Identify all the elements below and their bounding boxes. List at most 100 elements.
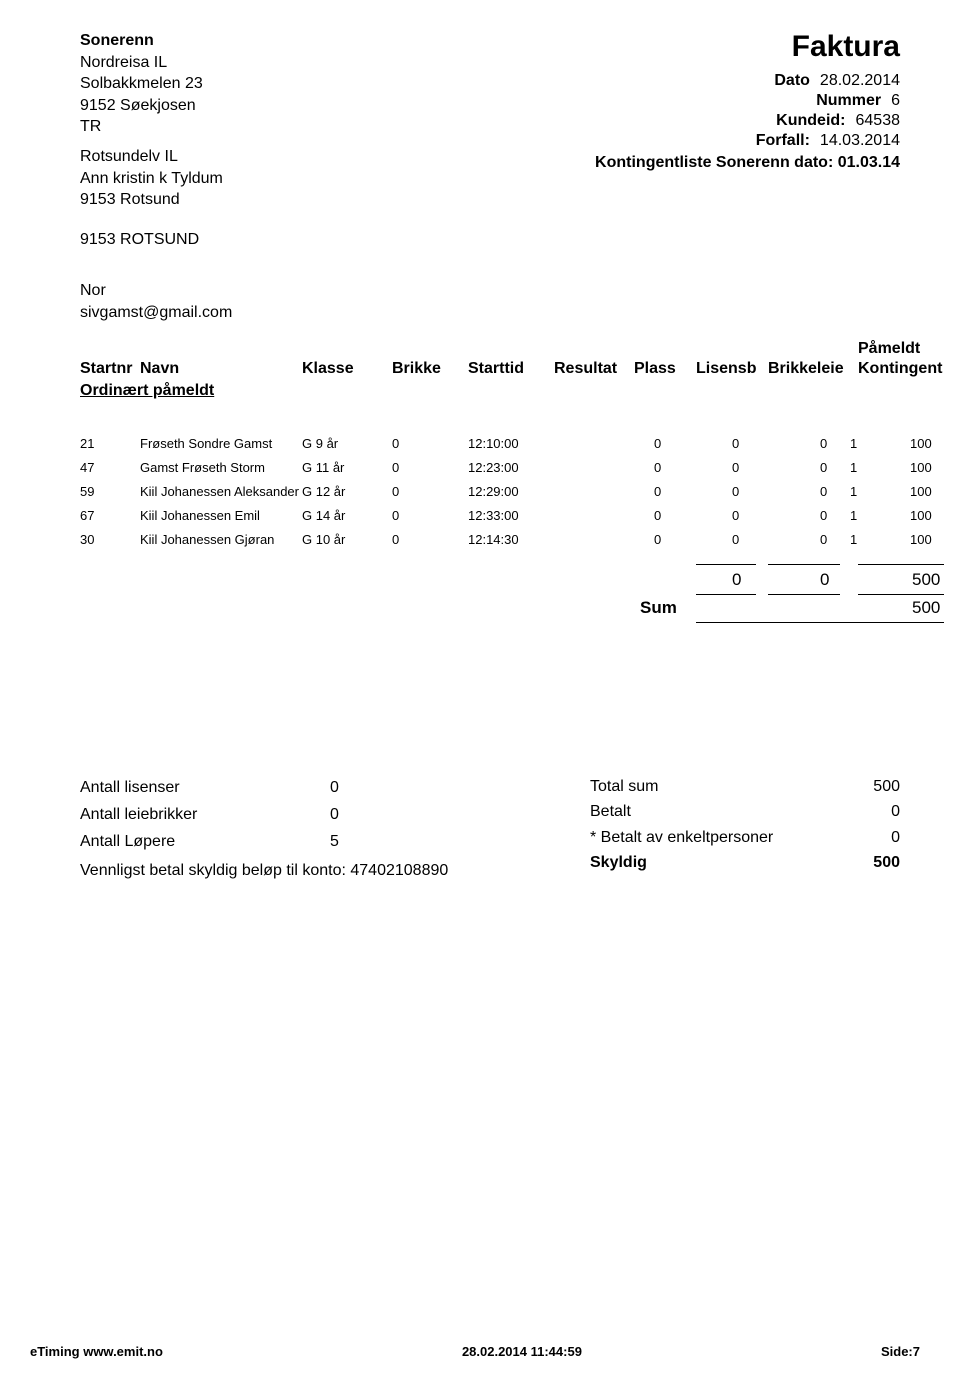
cell-a: 1 xyxy=(850,508,857,523)
nummer-value: 6 xyxy=(891,92,900,110)
recipient-line3: 9153 Rotsund xyxy=(80,189,223,211)
header-startnr: Startnr xyxy=(80,360,132,378)
cell-kontingent: 100 xyxy=(910,460,932,475)
cell-plass: 0 xyxy=(654,508,661,523)
konto-number: 47402108890 xyxy=(350,862,448,879)
enkeltpersoner-label: * Betalt av enkeltpersoner xyxy=(590,825,773,851)
antall-lisenser-value: 0 xyxy=(330,774,339,801)
country: Nor xyxy=(80,280,900,302)
header-klasse: Klasse xyxy=(302,360,354,378)
cell-starttid: 12:33:00 xyxy=(468,508,519,523)
table-row: 47Gamst Frøseth StormG 11 år012:23:00000… xyxy=(80,460,900,484)
header-pameldt: Påmeldt xyxy=(858,340,920,358)
header-brikkeleie: Brikkeleie xyxy=(768,360,844,378)
skyldig-label: Skyldig xyxy=(590,850,647,876)
kundeid-label: Kundeid: xyxy=(776,112,845,130)
sender-club: Nordreisa IL xyxy=(80,52,223,74)
forfall-label: Forfall: xyxy=(756,132,810,150)
cell-lisensb: 0 xyxy=(732,532,739,547)
antall-lopere-value: 5 xyxy=(330,828,339,855)
document-title: Faktura xyxy=(580,30,900,64)
antall-lisenser-label: Antall lisenser xyxy=(80,774,330,801)
cell-nr: 67 xyxy=(80,508,94,523)
cell-navn: Kiil Johanessen Aleksander xyxy=(140,484,299,499)
cell-klasse: G 9 år xyxy=(302,436,338,451)
cell-navn: Gamst Frøseth Storm xyxy=(140,460,265,475)
total-col-a: 0 xyxy=(732,570,741,590)
cell-kontingent: 100 xyxy=(910,484,932,499)
dato-value: 28.02.2014 xyxy=(820,72,900,90)
header-resultat: Resultat xyxy=(554,360,617,378)
antall-lopere-label: Antall Løpere xyxy=(80,828,330,855)
total-col-c: 500 xyxy=(912,570,940,590)
header-kontingent: Kontingent xyxy=(858,360,942,378)
cell-starttid: 12:23:00 xyxy=(468,460,519,475)
email: sivgamst@gmail.com xyxy=(80,302,900,324)
cell-nr: 30 xyxy=(80,532,94,547)
cell-navn: Kiil Johanessen Gjøran xyxy=(140,532,274,547)
skyldig-value: 500 xyxy=(873,850,900,876)
cell-a: 1 xyxy=(850,484,857,499)
cell-plass: 0 xyxy=(654,532,661,547)
cell-lisensb: 0 xyxy=(732,460,739,475)
sum-value: 500 xyxy=(912,598,940,618)
cell-brikkeleie: 0 xyxy=(820,484,827,499)
cell-brikkeleie: 0 xyxy=(820,532,827,547)
betalt-value: 0 xyxy=(891,799,900,825)
sum-label: Sum xyxy=(640,598,677,618)
table-row: 21Frøseth Sondre GamstG 9 år012:10:00000… xyxy=(80,436,900,460)
enkeltpersoner-value: 0 xyxy=(891,825,900,851)
payment-prefix: Vennligst betal skyldig beløp til konto: xyxy=(80,862,350,879)
sender-org: Sonerenn xyxy=(80,30,223,52)
antall-leiebrikker-label: Antall leiebrikker xyxy=(80,801,330,828)
cell-kontingent: 100 xyxy=(910,508,932,523)
dato-label: Dato xyxy=(774,72,810,90)
sender-addr1: Solbakkmelen 23 xyxy=(80,73,223,95)
cell-a: 1 xyxy=(850,436,857,451)
sender-addr2: 9152 Søekjosen xyxy=(80,95,223,117)
cell-lisensb: 0 xyxy=(732,484,739,499)
cell-starttid: 12:14:30 xyxy=(468,532,519,547)
header-lisensb: Lisensb xyxy=(696,360,756,378)
cell-a: 1 xyxy=(850,460,857,475)
total-sum-value: 500 xyxy=(873,774,900,800)
nummer-label: Nummer xyxy=(816,92,881,110)
cell-plass: 0 xyxy=(654,436,661,451)
header-navn: Navn xyxy=(140,360,179,378)
kundeid-value: 64538 xyxy=(856,112,901,130)
totals-block: 0 0 500 Sum 500 xyxy=(80,564,900,624)
cell-klasse: G 14 år xyxy=(302,508,345,523)
cell-lisensb: 0 xyxy=(732,508,739,523)
cell-brikke: 0 xyxy=(392,508,399,523)
data-rows: 21Frøseth Sondre GamstG 9 år012:10:00000… xyxy=(80,436,900,556)
cell-klasse: G 11 år xyxy=(302,460,344,475)
total-col-b: 0 xyxy=(820,570,829,590)
cell-starttid: 12:29:00 xyxy=(468,484,519,499)
cell-brikkeleie: 0 xyxy=(820,460,827,475)
cell-brikkeleie: 0 xyxy=(820,508,827,523)
cell-nr: 59 xyxy=(80,484,94,499)
table-row: 67Kiil Johanessen EmilG 14 år012:33:0000… xyxy=(80,508,900,532)
cell-navn: Frøseth Sondre Gamst xyxy=(140,436,272,451)
cell-brikke: 0 xyxy=(392,460,399,475)
footer-left: eTiming www.emit.no xyxy=(30,1344,163,1359)
table-row: 30 Kiil Johanessen Gjøran G 10 år 0 12:14:30… xyxy=(80,532,900,556)
footer-right: Side:7 xyxy=(881,1344,920,1359)
cell-klasse: G 10 år xyxy=(302,532,345,547)
payment-instruction: Vennligst betal skyldig beløp til konto:… xyxy=(80,857,448,884)
cell-brikke: 0 xyxy=(392,484,399,499)
cell-nr: 47 xyxy=(80,460,94,475)
cell-nr: 21 xyxy=(80,436,94,451)
column-headers: Startnr Navn Klasse Brikke Starttid Resu… xyxy=(80,336,900,380)
recipient-line4: 9153 ROTSUND xyxy=(80,229,223,251)
footer: eTiming www.emit.no 28.02.2014 11:44:59 … xyxy=(30,1344,920,1359)
header-brikke: Brikke xyxy=(392,360,441,378)
cell-klasse: G 12 år xyxy=(302,484,345,499)
header-starttid: Starttid xyxy=(468,360,524,378)
cell-brikkeleie: 0 xyxy=(820,436,827,451)
cell-lisensb: 0 xyxy=(732,436,739,451)
cell-plass: 0 xyxy=(654,484,661,499)
cell-brikke: 0 xyxy=(392,436,399,451)
section-title: Ordinært påmeldt xyxy=(80,382,900,400)
cell-kontingent: 100 xyxy=(910,532,932,547)
